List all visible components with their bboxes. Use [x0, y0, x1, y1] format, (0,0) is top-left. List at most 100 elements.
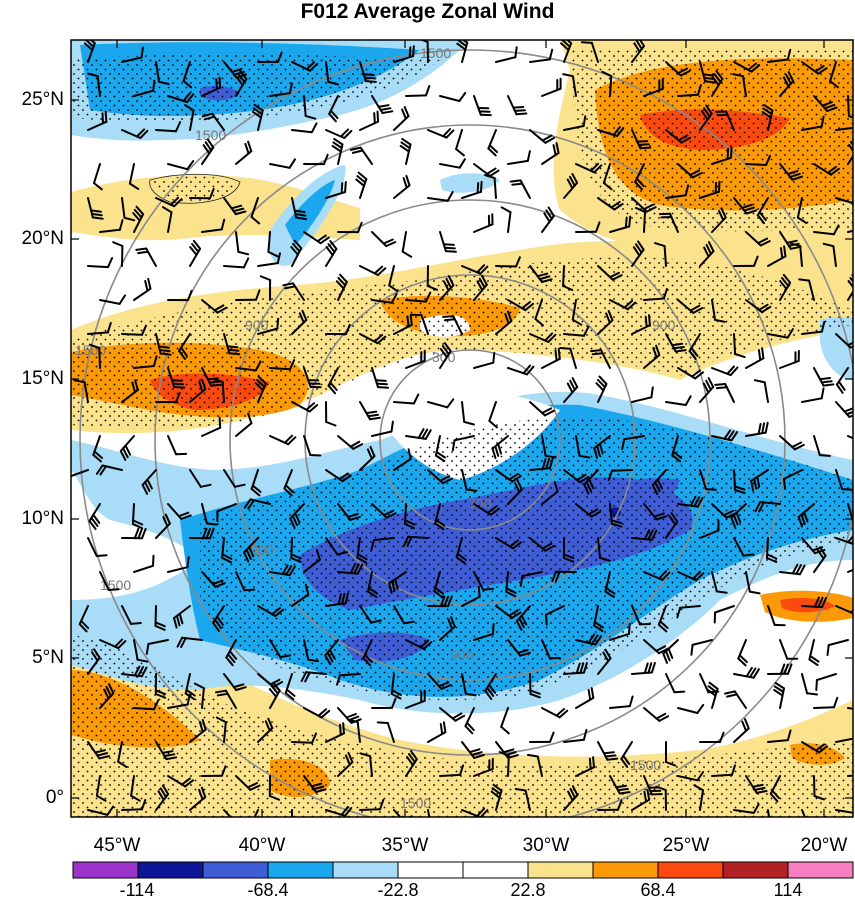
wind-barb-feather [718, 210, 725, 222]
wind-barb-feather [394, 578, 399, 590]
wind-barb-feather [492, 783, 503, 792]
wind-barb-feather [304, 114, 317, 120]
wind-barb-feather [363, 76, 376, 80]
wind-barb-feather [230, 204, 243, 210]
wind-barb-feather [688, 350, 697, 360]
wind-barb-feather [385, 512, 397, 519]
ring-label: 900 [245, 317, 269, 333]
wind-barb-feather [782, 76, 790, 88]
wind-barb-feather [243, 498, 252, 509]
wind-barb-feather [141, 324, 147, 336]
wind-barb-shaft [133, 639, 139, 661]
wind-barb-feather [362, 73, 375, 76]
wind-barb-feather [803, 511, 809, 523]
wind-barb-shaft [699, 789, 704, 811]
wind-barb-feather [435, 451, 446, 459]
wind-barb-feather [443, 342, 452, 353]
wind-barb-feather [487, 147, 497, 157]
wind-barb-feather [463, 420, 475, 426]
wind-barb-feather [343, 129, 353, 139]
wind-barb-feather [509, 539, 519, 548]
wind-barb-feather [823, 103, 836, 110]
ring-label: 300 [468, 495, 492, 511]
wind-barb-feather [464, 692, 477, 697]
colorbar-label: 114 [773, 880, 803, 900]
wind-barb-feather [294, 512, 301, 524]
wind-barb-feather [673, 346, 685, 350]
wind-barb-feather [410, 750, 418, 761]
wind-barb-feather [507, 310, 513, 323]
wind-barb-shaft [155, 61, 160, 83]
wind-barb-feather [276, 317, 280, 330]
ring-label: 1500 [195, 127, 226, 143]
wind-barb-feather [628, 215, 632, 228]
wind-barbs [71, 40, 853, 817]
wind-barb-feather [180, 637, 187, 648]
wind-barb-feather [320, 709, 331, 719]
wind-barb-feather [715, 70, 724, 80]
wind-barb-shaft [303, 558, 321, 573]
wind-barb-feather [727, 430, 735, 441]
wind-barb-feather [178, 612, 184, 625]
wind-barb-shaft [167, 435, 178, 456]
colorbar-label: -114 [119, 880, 155, 900]
wind-barb-feather [616, 127, 625, 137]
lat-label: 15°N [21, 368, 64, 389]
wind-barb-shaft [799, 245, 803, 267]
wind-barb-feather [526, 365, 535, 376]
wind-barb-feather [447, 618, 454, 630]
wind-barb-feather [377, 104, 390, 108]
wind-barb-feather [703, 246, 710, 258]
wind-barb-feather [153, 699, 160, 711]
wind-barb-feather [491, 447, 497, 460]
wind-barb-feather [562, 553, 575, 560]
wind-barb-feather [457, 40, 468, 48]
wind-barb-feather [329, 381, 338, 391]
wind-barb-feather [665, 761, 677, 767]
wind-barb-feather [283, 487, 293, 497]
wind-barb-feather [607, 469, 613, 482]
wind-barb-shaft [801, 397, 823, 403]
lat-label: 10°N [21, 508, 64, 529]
wind-barb-feather [91, 216, 104, 220]
wind-barb-feather [294, 213, 307, 217]
wind-barb-feather [98, 755, 111, 760]
wind-barb-feather [327, 80, 339, 86]
wind-barb-feather [152, 355, 158, 367]
lon-label: 20°W [800, 835, 848, 856]
wind-barb-feather [442, 243, 455, 246]
wind-barb-feather [582, 325, 590, 337]
wind-barb-feather [578, 454, 591, 459]
wind-barb-feather [385, 241, 397, 248]
wind-barb-feather [766, 557, 778, 563]
wind-barb-feather [752, 803, 760, 814]
wind-barb-feather [409, 313, 413, 326]
wind-barb-feather [466, 721, 475, 732]
wind-barb-feather [671, 342, 684, 347]
wind-barb-shaft [524, 789, 531, 811]
wind-barb-shaft [359, 808, 381, 811]
wind-barb-feather [363, 653, 373, 664]
wind-barb-shaft [401, 231, 407, 253]
wind-barb-feather [753, 477, 758, 490]
wind-barb-feather [172, 382, 185, 386]
wind-barb-feather [213, 304, 225, 312]
wind-barb-feather [96, 752, 109, 757]
wind-barb-feather [590, 349, 602, 353]
wind-barb-feather [582, 115, 587, 127]
wind-barb-feather [751, 783, 764, 788]
wind-barb-feather [847, 534, 853, 544]
wind-barb-feather [136, 658, 149, 663]
wind-barb-shaft [813, 435, 821, 457]
wind-barb-feather [337, 276, 347, 287]
wind-barb-feather [90, 212, 103, 217]
wind-barb-feather [491, 787, 502, 796]
wind-barb-feather [486, 686, 495, 697]
wind-barb-feather [551, 570, 557, 583]
lat-label: 20°N [21, 228, 64, 249]
wind-barb-feather [481, 274, 488, 286]
wind-barb-feather [781, 277, 790, 287]
wind-barb-feather [702, 73, 715, 77]
wind-barb-shaft [808, 279, 815, 301]
wind-barb-feather [406, 315, 410, 328]
